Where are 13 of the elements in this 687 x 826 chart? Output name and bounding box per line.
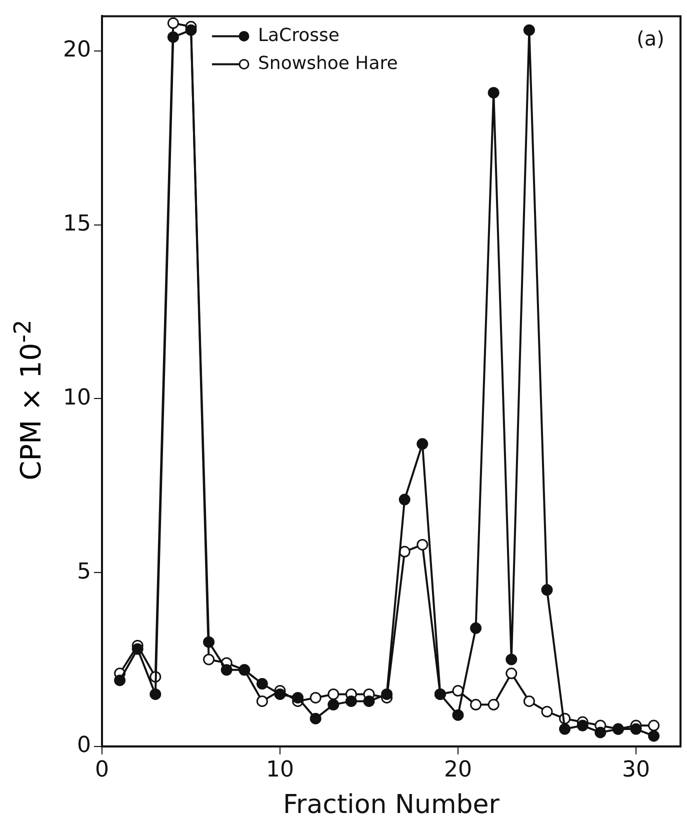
annotation: (a) (636, 26, 664, 50)
x-tick-label: 10 (266, 757, 294, 782)
legend-label: Snowshoe Hare (258, 52, 398, 74)
y-tick-label: 5 (76, 559, 91, 584)
x-axis-title: Fraction Number (282, 790, 500, 820)
x-tick-label: 30 (622, 757, 650, 782)
y-tick-label: 0 (76, 733, 91, 758)
y-tick-label: 10 (62, 385, 91, 410)
x-tick-label: 0 (94, 757, 109, 782)
x-tick-label: 20 (444, 757, 472, 782)
y-tick-label: 15 (62, 212, 91, 237)
y-tick-label: 20 (62, 38, 91, 63)
legend-label: LaCrosse (258, 24, 340, 46)
